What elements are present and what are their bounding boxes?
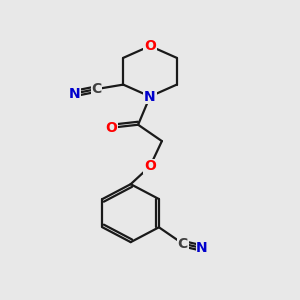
Text: O: O bbox=[105, 121, 117, 135]
Text: O: O bbox=[144, 39, 156, 53]
Text: N: N bbox=[196, 241, 208, 255]
Text: C: C bbox=[178, 237, 188, 250]
Text: C: C bbox=[92, 82, 102, 96]
Text: N: N bbox=[144, 89, 156, 103]
Text: N: N bbox=[68, 86, 80, 100]
Text: O: O bbox=[144, 159, 156, 173]
